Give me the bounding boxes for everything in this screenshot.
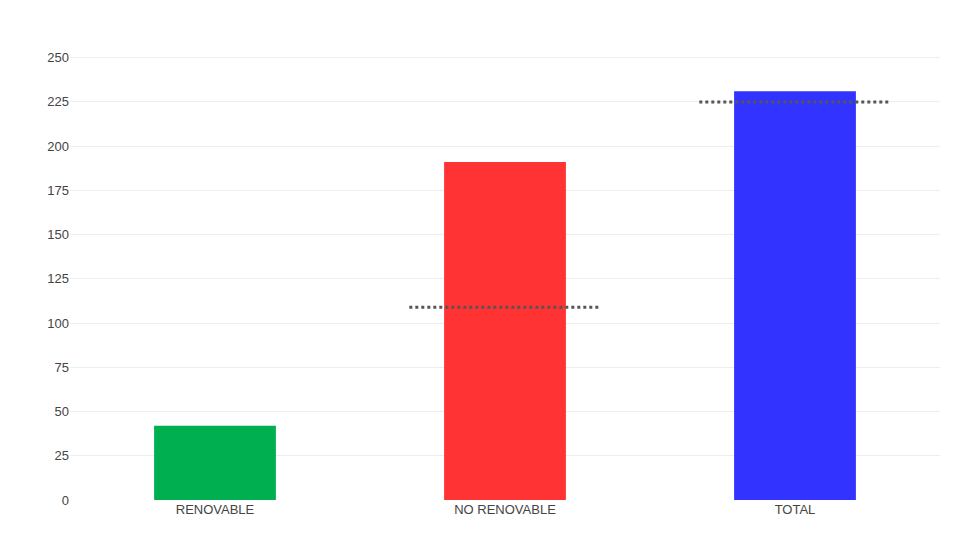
svg-text:175: 175 bbox=[47, 183, 69, 198]
svg-text:100: 100 bbox=[47, 316, 69, 331]
svg-text:50: 50 bbox=[55, 404, 69, 419]
svg-text:125: 125 bbox=[47, 271, 69, 286]
svg-text:NO RENOVABLE: NO RENOVABLE bbox=[454, 502, 556, 517]
svg-text:25: 25 bbox=[55, 448, 69, 463]
svg-text:200: 200 bbox=[47, 139, 69, 154]
svg-text:225: 225 bbox=[47, 94, 69, 109]
svg-text:RENOVABLE: RENOVABLE bbox=[176, 502, 255, 517]
svg-text:TOTAL: TOTAL bbox=[775, 502, 816, 517]
svg-text:250: 250 bbox=[47, 50, 69, 65]
svg-text:150: 150 bbox=[47, 227, 69, 242]
svg-text:0: 0 bbox=[62, 493, 69, 508]
svg-text:75: 75 bbox=[55, 360, 69, 375]
